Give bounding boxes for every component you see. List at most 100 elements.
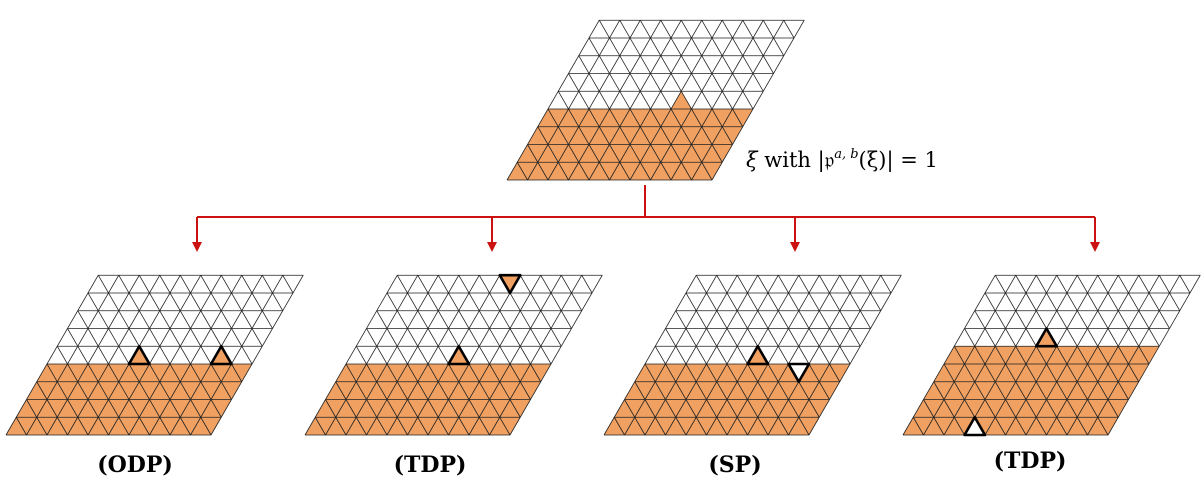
panel3-diag-line: [1087, 275, 1181, 436]
panel1-anti-diag-line: [581, 275, 593, 294]
panel1-diag-line: [427, 275, 521, 436]
panel1-anti-diag-line: [519, 275, 562, 347]
panel1-anti-diag-line: [458, 275, 531, 400]
panel3-diag-line: [923, 275, 1017, 436]
panel0-anti-diag-line: [46, 363, 89, 436]
root-anti-diag-line: [527, 144, 549, 181]
panel3-anti-diag-line: [1179, 275, 1191, 294]
panel2-anti-diag-line: [685, 292, 769, 436]
panel2-diag-line: [685, 275, 779, 436]
root-anti-diag-line: [578, 55, 651, 181]
root-diag-line: [609, 20, 703, 181]
panel2-anti-diag-line: [644, 363, 687, 436]
panel2-marker-down-triangle: [787, 362, 811, 384]
panel1-anti-diag-line: [355, 346, 408, 436]
root-anti-diag-line: [557, 91, 610, 181]
root-anti-diag-line: [639, 20, 723, 163]
panel2-anti-diag-line: [859, 275, 882, 311]
panel0-diag-line: [149, 275, 243, 436]
panel-tdp2-lattice: [902, 274, 1201, 437]
panel0-anti-diag-line: [261, 275, 284, 311]
panel3-anti-diag-line: [974, 310, 1047, 436]
panel3-anti-diag-line: [923, 399, 945, 436]
panel1-anti-diag-line: [386, 292, 470, 436]
panel3-marker-up-triangle: [1034, 327, 1059, 348]
root-anti-diag-line: [762, 20, 785, 56]
panel0-diag-line: [210, 275, 304, 436]
panel2-anti-diag-line: [634, 381, 666, 436]
arrowhead: [1090, 242, 1100, 252]
panel0-anti-diag-line: [241, 275, 273, 329]
root-label-frak: 𝔭: [824, 148, 835, 172]
panel2-anti-diag-line: [654, 346, 707, 436]
root-anti-diag-line: [742, 20, 774, 74]
panel0-grid-lines: [5, 274, 304, 436]
panel0-diag-line: [46, 275, 140, 436]
panel3-anti-diag-line: [984, 292, 1068, 436]
root-label-close: | = 1: [886, 148, 938, 172]
panel1-anti-diag-line: [560, 275, 583, 311]
panel3-diag-line: [1066, 275, 1160, 436]
root-diag-line: [670, 20, 764, 181]
panel3-marker-up-triangle: [963, 415, 987, 437]
panel0-anti-diag-line: [36, 381, 68, 436]
panel2-anti-diag-line: [757, 275, 830, 400]
panel-odp-lattice: [5, 274, 304, 436]
panel0-marker-up-triangle: [209, 344, 233, 366]
branch-arrows: [192, 185, 1100, 252]
panel1-anti-diag-line: [325, 399, 347, 436]
panel1-diag-line: [468, 275, 562, 436]
root-anti-diag-line: [537, 126, 569, 181]
panel2-anti-diag-line: [818, 275, 861, 347]
panel0-anti-diag-line: [15, 417, 27, 436]
panel1-marker-up-triangle: [447, 344, 471, 366]
caption-tdp-second: (TDP): [993, 448, 1067, 474]
panel0-anti-diag-line: [26, 399, 48, 436]
root-label-open: |: [817, 148, 825, 172]
root-anti-diag-line: [660, 20, 733, 145]
panel2-diag-line: [767, 275, 861, 436]
root-label-arg: (ξ): [858, 148, 887, 172]
arrowhead: [487, 242, 497, 252]
panel1-diag-line: [366, 275, 460, 436]
root-diag-line: [588, 20, 682, 181]
panel0-anti-diag-line: [220, 275, 263, 347]
root-anti-diag-line: [568, 73, 631, 181]
root-anti-diag-line: [721, 20, 764, 92]
panel0-diag-line: [5, 275, 99, 436]
panel0-anti-diag-line: [77, 310, 150, 436]
panel2-anti-diag-line: [880, 275, 892, 294]
panel0-anti-diag-line: [56, 346, 109, 436]
panel0-anti-diag-line: [118, 275, 212, 436]
panel2-diag-line: [747, 275, 841, 436]
panel3-anti-diag-line: [1138, 275, 1170, 329]
panel1-diag-line: [386, 275, 480, 436]
panel3-anti-diag-line: [1097, 275, 1150, 365]
root-label-xi: ξ: [746, 148, 758, 172]
root-anti-diag-line: [701, 20, 754, 110]
panel3-diag-line: [902, 275, 996, 436]
panel2-anti-diag-line: [665, 328, 728, 436]
panel2-diag-line: [624, 275, 718, 436]
root-grid-lines: [506, 19, 805, 181]
root-diag-line: [506, 20, 600, 181]
panel2-diag-line: [665, 275, 759, 436]
panel2-diag-line: [603, 275, 697, 436]
panel2-anti-diag-line: [777, 275, 841, 382]
root-diag-line: [691, 20, 785, 181]
panel-sp-lattice: [603, 274, 902, 436]
panel2-diag-line: [788, 275, 882, 436]
panel3-anti-diag-line: [1056, 275, 1129, 400]
root-anti-diag-line: [783, 20, 795, 39]
panel1-diag-line: [304, 275, 398, 436]
panel3-anti-diag-line: [933, 381, 965, 436]
panel3-anti-diag-line: [1015, 275, 1109, 436]
panel3-diag-line: [984, 275, 1078, 436]
panel1-marker-down-triangle: [498, 273, 522, 295]
panel1-anti-diag-line: [335, 381, 367, 436]
panel2-anti-diag-line: [839, 275, 871, 329]
root-label: ξ with |𝔭a, b(ξ)| = 1: [746, 147, 938, 173]
root-anti-diag-line: [598, 20, 692, 181]
root-diag-line: [547, 20, 641, 181]
